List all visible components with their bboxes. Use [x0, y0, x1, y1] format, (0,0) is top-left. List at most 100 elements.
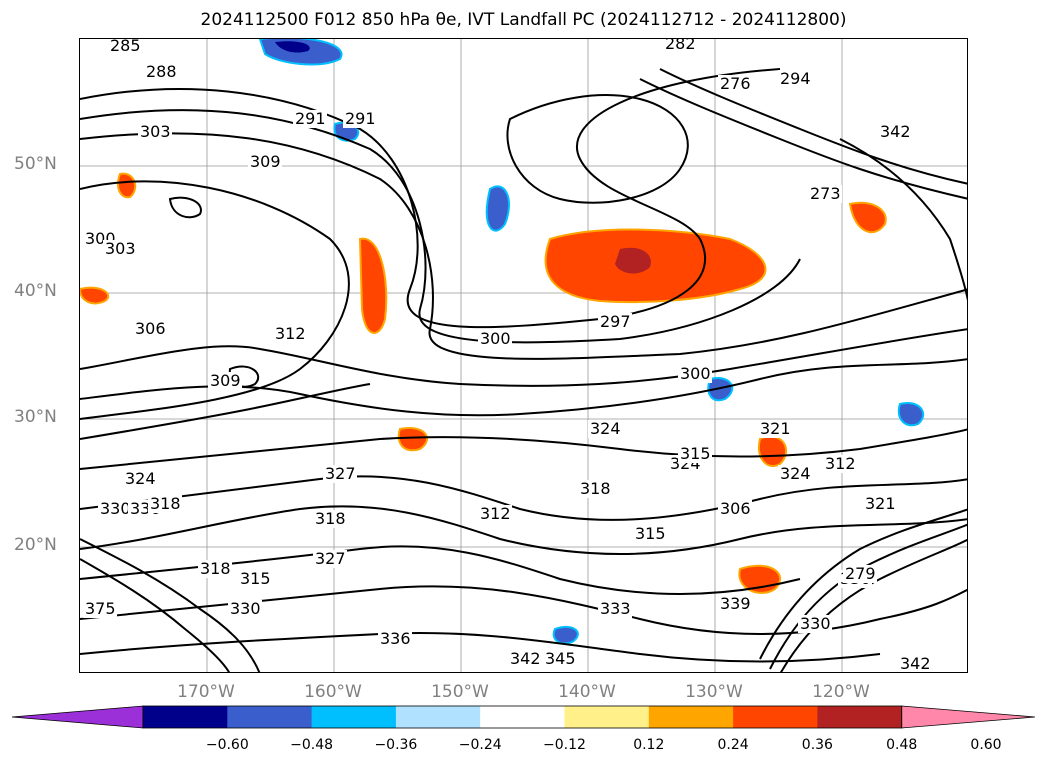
latitude-tick-label: 30°N: [14, 407, 57, 427]
contour-label-bg: [343, 110, 377, 128]
colorbar-swatch: [227, 706, 313, 728]
colorbar-tick-label: −0.24: [458, 737, 502, 753]
colorbar-tick-label: 0.36: [801, 737, 833, 753]
contour-label-bg: [313, 550, 347, 568]
contour-label-bg: [293, 110, 327, 128]
contour-label-bg: [758, 420, 792, 438]
contour-label-bg: [663, 39, 697, 53]
contour-label-bg: [238, 570, 272, 588]
shade-patch-orange: [544, 228, 767, 304]
colorbar-swatch: [480, 706, 565, 728]
contour-label: 318: [150, 494, 181, 513]
longitude-tick-label: 150°W: [431, 682, 489, 702]
contour-label: 330: [800, 614, 831, 633]
contour-label-bg: [898, 655, 932, 672]
contour-label-bg: [83, 600, 117, 618]
contour-label-bg: [273, 325, 307, 343]
contour-label-bg: [718, 595, 752, 613]
colorbar-tick-label: 0.12: [633, 737, 665, 753]
contour-label: 285: [110, 39, 141, 55]
colorbar: [11, 705, 1036, 729]
shade-patch-orange: [358, 237, 388, 334]
shade-patch-orange: [397, 427, 428, 452]
contour-label-bg: [718, 75, 752, 93]
contour-label-bg: [478, 505, 512, 523]
contour-label: 303: [140, 122, 171, 141]
shade-patch-darkred: [615, 247, 651, 274]
colorbar-outline: [142, 705, 903, 729]
shade-patch-orange: [117, 172, 137, 199]
shade-patch-blue: [485, 185, 510, 232]
contour-label-bg: [718, 500, 752, 518]
contour-label: 315: [635, 524, 666, 543]
contour-label: 324: [590, 419, 621, 438]
longitude-tick-label: 130°W: [685, 682, 743, 702]
contour-label: 291: [295, 109, 326, 128]
contour-label-bg: [878, 123, 912, 141]
shade-patch-orange: [848, 201, 887, 234]
figure-title: 2024112500 F012 850 hPa θe, IVT Landfall…: [200, 10, 847, 30]
contour-label: 276: [720, 74, 751, 93]
contour-label-bg: [598, 600, 632, 618]
contour-label: 306: [720, 499, 751, 518]
contour-label: 375: [85, 599, 116, 618]
contour-label: 294: [780, 69, 811, 88]
contour-label: 315: [240, 569, 271, 588]
contour-label: 318: [200, 559, 231, 578]
contour-label: 279: [845, 564, 876, 583]
contour-label: 339: [720, 594, 751, 613]
contour-label-bg: [843, 565, 877, 583]
contour-label: 321: [865, 494, 896, 513]
contour-label-bg: [798, 615, 832, 633]
contour-label: 315: [680, 444, 711, 463]
contour-label-bg: [543, 650, 577, 668]
contour-label-bg: [123, 470, 157, 488]
contour-label: 312: [480, 504, 511, 523]
colorbar-swatch: [395, 706, 481, 728]
contour-label-bg: [323, 465, 357, 483]
contour-label-bg: [198, 560, 232, 578]
shade-patch-orange: [80, 286, 110, 305]
contour-label-bg: [778, 465, 812, 483]
contour-label-bg: [808, 185, 842, 203]
colorbar-extend-min: [11, 705, 144, 729]
shade-patch-darkblue: [275, 41, 310, 53]
colorbar-swatch: [733, 706, 818, 728]
contour-label-bg: [823, 455, 857, 473]
contour-label: 309: [210, 371, 241, 390]
colorbar-tick-label: −0.36: [374, 737, 418, 753]
contour-label: 312: [825, 454, 856, 473]
contour-label-bg: [103, 240, 137, 258]
contour-label: 345: [545, 649, 576, 668]
contour-label: 324: [125, 469, 156, 488]
contour-label-bg: [108, 39, 142, 55]
contour-label: 324: [780, 464, 811, 483]
contour-label: 312: [275, 324, 306, 343]
contour-label: 321: [760, 419, 791, 438]
contour-label: 300: [480, 329, 511, 348]
contour-label-bg: [578, 480, 612, 498]
colorbar-swatch: [564, 706, 650, 728]
contour-label: 303: [105, 239, 136, 258]
colorbar-tick-label: 0.48: [886, 737, 918, 753]
map-canvas: 285 288 291 291 303 309 300 303 306 312 309 297 300 3…: [80, 39, 967, 673]
colorbar-tick-label: 0.24: [717, 737, 749, 753]
contour-label-bg: [778, 70, 812, 88]
colorbar-swatch: [311, 706, 397, 728]
contour-label: 342: [900, 654, 931, 673]
colorbar-swatch: [648, 706, 734, 728]
contour-label-bg: [588, 420, 622, 438]
contour-label: 330: [230, 599, 261, 618]
contour-label: 330: [100, 499, 131, 518]
contour-label-bg: [863, 495, 897, 513]
contour-label-bg: [133, 320, 167, 338]
contour-label: 297: [600, 312, 631, 331]
contour-label: 336: [380, 629, 411, 648]
colorbar-tick-label: −0.60: [205, 737, 249, 753]
contour-label: 333: [600, 599, 631, 618]
contour-label-bg: [633, 525, 667, 543]
shade-patch-blue: [552, 625, 579, 645]
longitude-tick-label: 160°W: [304, 682, 362, 702]
contour-label: 342: [510, 649, 541, 668]
contour-label: 300: [680, 364, 711, 383]
